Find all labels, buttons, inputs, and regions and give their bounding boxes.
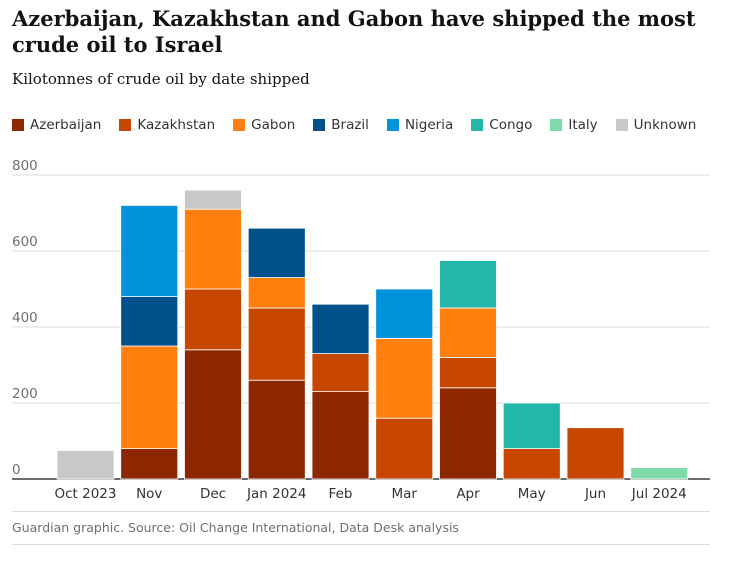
x-tick-label-jan-2024: Jan 2024	[246, 486, 306, 502]
bar-apr-congo	[439, 260, 497, 309]
x-tick-label-jun: Jun	[584, 486, 606, 502]
bar-may-congo	[502, 402, 561, 449]
legend-swatch-unknown	[615, 119, 628, 131]
y-tick-label-0: 0	[12, 462, 21, 478]
bar-jan-2024-gabon	[247, 277, 306, 309]
bar-jun-kazakhstan	[566, 427, 625, 480]
bar-mar-nigeria	[375, 288, 434, 339]
legend-label-congo: Congo	[489, 117, 533, 133]
legend-swatch-azerbaijan	[12, 119, 24, 131]
legend-label-brazil: Brazil	[331, 117, 369, 133]
bar-dec-kazakhstan	[184, 288, 242, 351]
bar-stack-jun	[566, 427, 625, 480]
legend-swatch-gabon	[233, 119, 246, 131]
bar-stack-feb	[311, 303, 370, 480]
bar-feb-kazakhstan	[311, 353, 370, 393]
x-axis: Oct 2023 Nov Dec Jan 2024 Feb Mar Apr May Jun Jul…	[55, 486, 687, 502]
bar-nov-nigeria	[120, 204, 179, 297]
legend-item-azerbaijan: Azerbaijan	[12, 117, 101, 133]
x-tick-label-may: May	[518, 486, 546, 502]
bar-stacks	[56, 189, 689, 480]
x-tick-label-dec: Dec	[200, 486, 226, 502]
bar-stack-nov	[120, 204, 179, 480]
bar-apr-azerbaijan	[439, 387, 497, 480]
y-tick-label-400: 400	[12, 310, 38, 326]
bar-dec-azerbaijan	[184, 349, 242, 480]
stacked-bar-chart: 0 200 400 600 800 Oct 2023 Nov Dec Jan 2024 Feb M…	[12, 158, 710, 502]
footer-divider-bottom	[12, 544, 710, 545]
legend-item-unknown: Unknown	[615, 117, 697, 133]
bar-jan-2024-azerbaijan	[247, 379, 306, 480]
y-tick-label-200: 200	[12, 386, 38, 402]
legend-swatch-nigeria	[386, 119, 399, 131]
legend-label-kazakhstan: Kazakhstan	[137, 117, 216, 133]
bar-jul-2024-italy	[630, 467, 689, 480]
bar-oct-2023-unknown	[56, 450, 115, 480]
bar-jan-2024-brazil	[247, 227, 306, 278]
bar-stack-apr	[439, 260, 497, 480]
y-tick-label-600: 600	[12, 234, 38, 250]
bar-stack-may	[502, 402, 561, 480]
bar-mar-gabon	[375, 337, 434, 419]
bar-nov-gabon	[120, 345, 179, 449]
legend-item-congo: Congo	[471, 117, 532, 133]
legend-swatch-kazakhstan	[119, 119, 132, 131]
legend-label-azerbaijan: Azerbaijan	[30, 117, 102, 133]
x-tick-label-jul-2024: Jul 2024	[631, 486, 687, 502]
legend-label-gabon: Gabon	[251, 117, 296, 133]
bar-stack-jul-2024	[630, 467, 689, 480]
legend-item-nigeria: Nigeria	[386, 117, 454, 133]
source-note: Guardian graphic. Source: Oil Change Int…	[12, 520, 459, 535]
legend-swatch-brazil	[313, 119, 326, 131]
y-tick-label-800: 800	[12, 158, 38, 174]
legend-label-unknown: Unknown	[633, 117, 697, 133]
legend-item-italy: Italy	[550, 117, 598, 133]
x-tick-label-apr: Apr	[456, 486, 480, 502]
bar-dec-unknown	[184, 189, 242, 210]
legend-item-gabon: Gabon	[233, 117, 295, 133]
legend-item-kazakhstan: Kazakhstan	[119, 117, 215, 133]
x-tick-label-feb: Feb	[329, 486, 353, 502]
bar-mar-kazakhstan	[375, 417, 434, 480]
x-tick-label-oct-2023: Oct 2023	[55, 486, 117, 502]
bar-feb-azerbaijan	[311, 391, 370, 480]
x-tick-label-nov: Nov	[136, 486, 162, 502]
bar-nov-azerbaijan	[120, 448, 179, 480]
legend-swatch-congo	[471, 119, 484, 131]
legend-swatch-italy	[550, 119, 563, 131]
legend-item-brazil: Brazil	[313, 117, 369, 133]
chart-subtitle: Kilotonnes of crude oil by date shipped	[12, 70, 310, 88]
legend-label-nigeria: Nigeria	[404, 117, 454, 133]
bar-stack-oct-2023	[56, 450, 115, 480]
bar-apr-kazakhstan	[439, 356, 497, 389]
bar-stack-mar	[375, 288, 434, 480]
chart-legend: Azerbaijan Kazakhstan Gabon Brazil Nigeria Co…	[12, 117, 714, 133]
footer-divider-top	[12, 511, 710, 512]
bar-nov-brazil	[120, 296, 179, 347]
bar-stack-dec	[184, 189, 242, 480]
bar-jan-2024-kazakhstan	[247, 307, 306, 381]
legend-label-italy: Italy	[568, 117, 598, 133]
x-tick-label-mar: Mar	[392, 486, 418, 502]
bar-apr-gabon	[439, 307, 497, 358]
bar-may-kazakhstan	[502, 448, 561, 480]
bar-feb-brazil	[311, 303, 370, 355]
chart-title: Azerbaijan, Kazakhstan and Gabon have sh…	[12, 6, 696, 57]
bar-dec-gabon	[184, 208, 242, 290]
bar-stack-jan-2024	[247, 227, 306, 480]
